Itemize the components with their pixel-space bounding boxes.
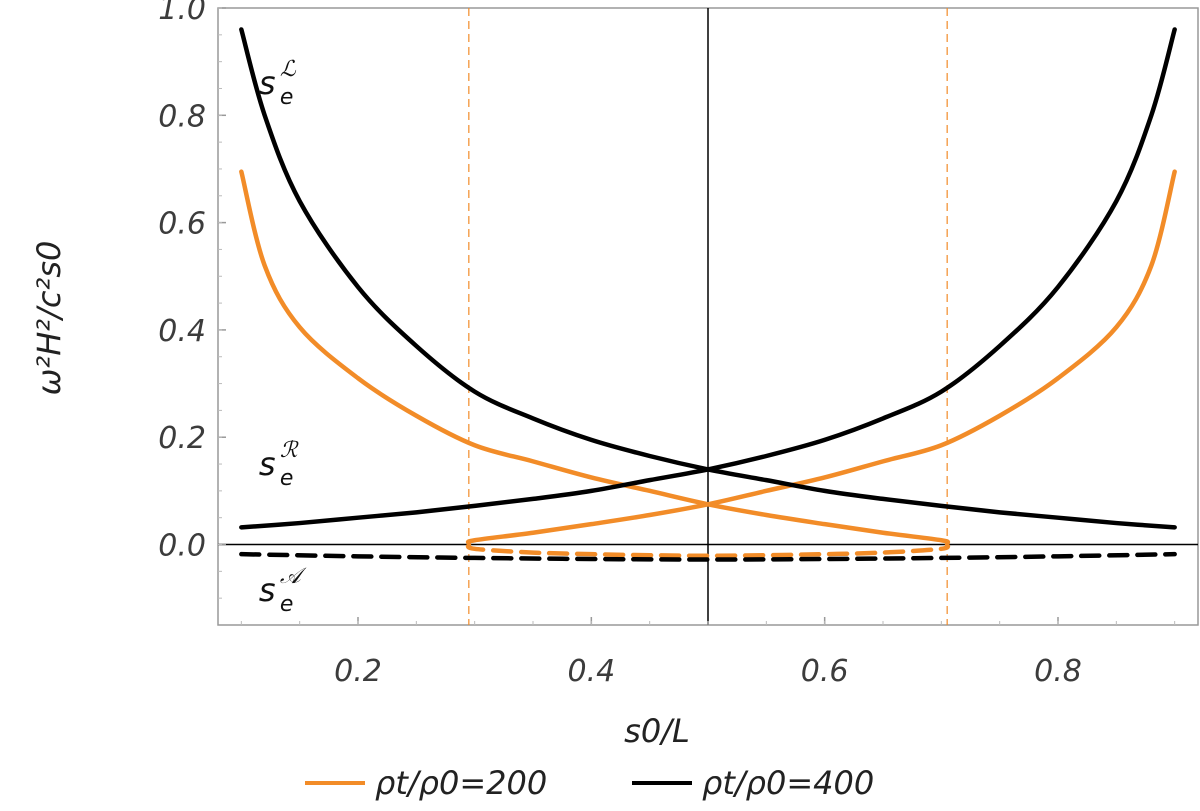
legend-label-rho400: ρt/ρ0=400: [702, 764, 874, 802]
x-tick-label: 0.2: [334, 654, 382, 689]
x-tick-label: 0.4: [567, 654, 615, 689]
y-tick-label: 0.2: [158, 421, 206, 456]
annotation-s-e-A: s e 𝒜: [259, 564, 307, 617]
svg-text:s: s: [259, 64, 276, 102]
y-axis-label: ω²H²/c²s0: [30, 241, 68, 396]
series-line-rho400_L: [239, 27, 1177, 530]
y-tick-label: 0.6: [158, 207, 206, 242]
series-line-rho400_R: [239, 27, 1177, 530]
series-line-rho400_A: [239, 551, 1177, 562]
x-axis-label: s0/L: [624, 712, 690, 750]
annotation-s-e-L-sub: e: [280, 85, 294, 110]
series-line-rho200_L: [239, 169, 951, 546]
annotation-s-e-L-base: s: [259, 64, 276, 102]
annotation-s-e-A-base: s: [259, 571, 276, 609]
series-line-rho200_A: [465, 542, 951, 559]
annotation-s-e-R-sub: e: [280, 466, 294, 491]
y-tick-label: 0.4: [158, 314, 206, 349]
annotation-s-e-R-sup: ℛ: [280, 438, 299, 463]
annotation-s-e-L-sup: ℒ: [280, 57, 297, 82]
annotation-s-e-R: s e ℛ: [259, 438, 299, 491]
y-tick-label: 1.0: [158, 0, 206, 27]
y-tick-label: 0.8: [158, 99, 206, 134]
legend-label-rho200: ρt/ρ0=200: [375, 764, 547, 802]
annotation-s-e-R-base: s: [259, 445, 276, 483]
annotation-s-e-A-sub: e: [280, 592, 294, 617]
series-line-rho200_R: [465, 169, 1177, 546]
x-tick-label: 0.6: [801, 654, 849, 689]
legend: ρt/ρ0=200 ρt/ρ0=400: [305, 764, 874, 802]
svg-text:s: s: [259, 445, 276, 483]
svg-text:s: s: [259, 571, 276, 609]
y-tick-label: 0.0: [158, 529, 206, 564]
annotation-s-e-L: s e ℒ: [259, 57, 297, 110]
x-tick-label: 0.8: [1034, 654, 1082, 689]
annotation-s-e-A-sup: 𝒜: [280, 564, 307, 589]
